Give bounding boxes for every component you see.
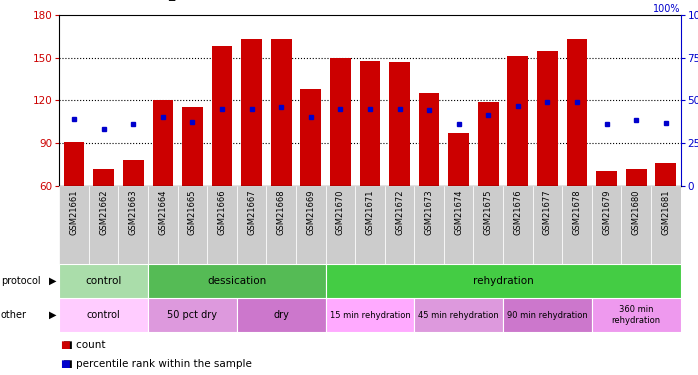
Bar [296,186,325,264]
Text: ■ count: ■ count [63,340,105,350]
Text: 360 min
rehydration: 360 min rehydration [611,305,661,325]
Text: ■ percentile rank within the sample: ■ percentile rank within the sample [63,359,252,369]
Bar [119,186,148,264]
Bar [207,186,237,264]
Bar [182,107,203,186]
Bar [325,264,681,298]
Bar [537,51,558,186]
Bar [59,298,148,332]
Bar [242,39,262,186]
Bar [596,171,617,186]
Text: GSM21679: GSM21679 [602,190,611,235]
Bar [178,186,207,264]
Text: control: control [87,310,121,320]
Bar [148,298,237,332]
Bar [503,298,592,332]
Bar [123,160,144,186]
Bar [94,169,114,186]
Bar [626,169,646,186]
Text: ■: ■ [60,340,70,350]
Bar [211,46,232,186]
Text: 90 min rehydration: 90 min rehydration [507,310,588,320]
Bar [148,264,325,298]
Text: 45 min rehydration: 45 min rehydration [418,310,499,320]
Bar [503,186,533,264]
Text: GSM21665: GSM21665 [188,190,197,235]
Text: GSM21668: GSM21668 [276,190,285,235]
Text: GSM21667: GSM21667 [247,190,256,235]
Bar [385,186,415,264]
Bar [330,58,350,186]
Bar [567,39,587,186]
Bar [419,93,440,186]
Bar [325,298,415,332]
Bar [415,186,444,264]
Bar [89,186,119,264]
Bar [478,102,498,186]
Bar [444,186,473,264]
Bar [448,133,469,186]
Text: GSM21666: GSM21666 [218,190,227,235]
Bar [59,264,148,298]
Text: GSM21663: GSM21663 [129,190,138,235]
Text: GSM21664: GSM21664 [158,190,168,235]
Text: GSM21676: GSM21676 [513,190,522,235]
Text: GSM21681: GSM21681 [661,190,670,235]
Text: dessication: dessication [207,276,267,286]
Text: dry: dry [273,310,289,320]
Bar [237,298,325,332]
Text: GSM21678: GSM21678 [572,190,581,235]
Bar [651,186,681,264]
Text: GSM21662: GSM21662 [99,190,108,235]
Text: 100%: 100% [653,4,681,14]
Bar [271,39,292,186]
Text: ▶: ▶ [49,310,57,320]
Bar [152,100,173,186]
Bar [325,186,355,264]
Text: rehydration: rehydration [473,276,533,286]
Text: ■: ■ [60,359,70,369]
Bar [148,186,178,264]
Text: other: other [1,310,27,320]
Bar [655,163,676,186]
Text: protocol: protocol [1,276,40,286]
Bar [592,186,621,264]
Bar [389,62,410,186]
Text: GSM21680: GSM21680 [632,190,641,235]
Bar [355,186,385,264]
Bar [267,186,296,264]
Bar [592,298,681,332]
Bar [64,141,84,186]
Text: GSM21672: GSM21672 [395,190,404,235]
Text: GSM21661: GSM21661 [70,190,79,235]
Text: ▶: ▶ [49,276,57,286]
Text: GSM21670: GSM21670 [336,190,345,235]
Text: GSM21673: GSM21673 [424,190,433,235]
Text: control: control [86,276,122,286]
Text: GSM21677: GSM21677 [543,190,552,235]
Text: 15 min rehydration: 15 min rehydration [329,310,410,320]
Bar [621,186,651,264]
Text: GSM21675: GSM21675 [484,190,493,235]
Text: GSM21674: GSM21674 [454,190,463,235]
Text: GSM21671: GSM21671 [366,190,374,235]
Bar [359,60,380,186]
Bar [300,89,321,186]
Bar [533,186,562,264]
Bar [237,186,267,264]
Bar [415,298,503,332]
Bar [59,186,89,264]
Text: 50 pct dry: 50 pct dry [168,310,218,320]
Text: GSM21669: GSM21669 [306,190,315,235]
Bar [473,186,503,264]
Bar [562,186,592,264]
Bar [507,56,528,186]
